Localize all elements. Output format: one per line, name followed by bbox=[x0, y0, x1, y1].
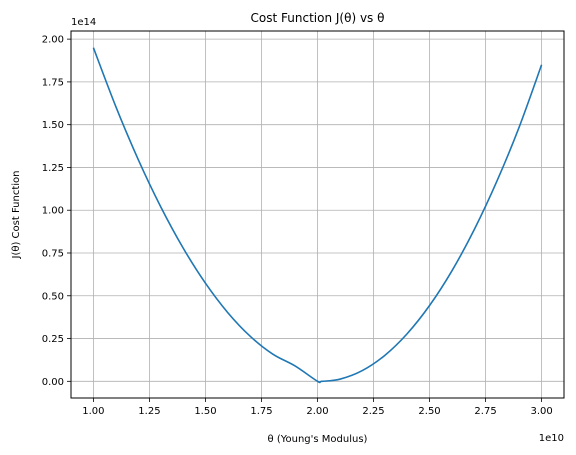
y-axis-ticks: 0.00 0.25 0.50 0.75 1.00 1.25 1.50 1.75 2.00 bbox=[42, 35, 71, 388]
y-tick-label: 0.75 bbox=[42, 248, 64, 259]
series-layer bbox=[92, 47, 543, 384]
y-axis-label: J(θ) Cost Function bbox=[11, 171, 22, 260]
y-tick-label: 1.75 bbox=[42, 77, 64, 88]
y-tick-label: 1.50 bbox=[42, 120, 64, 131]
x-axis-label: θ (Young's Modulus) bbox=[268, 434, 368, 445]
x-tick-label: 1.50 bbox=[194, 406, 216, 417]
y-axis-offset-label: 1e14 bbox=[71, 17, 96, 28]
x-axis-ticks: 1.00 1.25 1.50 1.75 2.00 2.25 2.50 2.75 3.00 bbox=[82, 398, 553, 417]
y-tick-label: 1.25 bbox=[42, 163, 64, 174]
x-axis-offset-label: 1e10 bbox=[539, 433, 564, 444]
y-tick-label: 0.00 bbox=[42, 377, 64, 388]
x-tick-label: 1.25 bbox=[138, 406, 160, 417]
y-tick-label: 0.50 bbox=[42, 291, 64, 302]
chart-title: Cost Function J(θ) vs θ bbox=[251, 11, 385, 25]
y-tick-label: 1.00 bbox=[42, 206, 64, 217]
x-tick-label: 1.00 bbox=[82, 406, 104, 417]
y-tick-label: 0.25 bbox=[42, 334, 64, 345]
x-tick-label: 2.00 bbox=[306, 406, 328, 417]
x-tick-label: 2.25 bbox=[362, 406, 384, 417]
x-tick-label: 1.75 bbox=[250, 406, 272, 417]
y-tick-label: 2.00 bbox=[42, 35, 64, 46]
x-tick-label: 2.75 bbox=[474, 406, 496, 417]
series-line bbox=[92, 47, 543, 384]
x-tick-label: 3.00 bbox=[530, 406, 552, 417]
grid-lines bbox=[71, 31, 564, 398]
x-tick-label: 2.50 bbox=[418, 406, 440, 417]
